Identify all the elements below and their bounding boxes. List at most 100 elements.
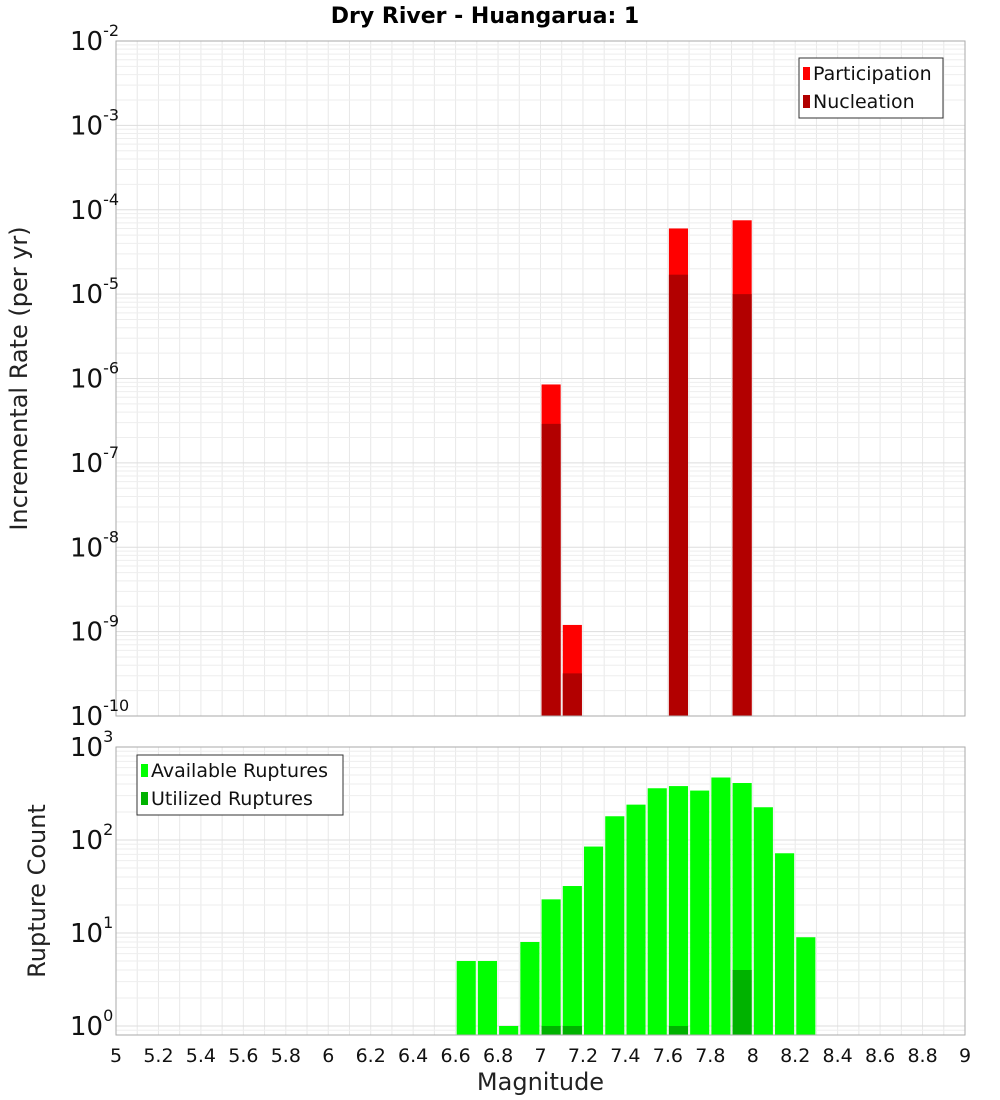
count-bar-available-ruptures — [562, 886, 582, 1035]
legend-swatch — [141, 792, 148, 805]
x-tick-label: 8.2 — [780, 1045, 810, 1067]
rate-panel-y-axis-label: Incremental Rate (per yr) — [5, 226, 33, 530]
y-tick-exponent: 1 — [103, 913, 113, 932]
y-tick-base: 10 — [70, 196, 103, 226]
x-tick-label: 6 — [322, 1045, 334, 1067]
count-bar-available-ruptures — [499, 1025, 519, 1035]
y-tick-label: 101 — [70, 913, 113, 949]
count-bar-utilized-ruptures — [562, 1025, 582, 1035]
y-tick-label: 102 — [70, 820, 113, 856]
count-bar-available-ruptures — [456, 960, 476, 1035]
x-tick-label: 8.6 — [865, 1045, 895, 1067]
count-bar-available-ruptures — [605, 816, 625, 1035]
y-tick-exponent: -6 — [103, 359, 119, 378]
rate-panel-bars — [541, 220, 752, 717]
x-tick-label: 7 — [534, 1045, 546, 1067]
count-bar-available-ruptures — [796, 937, 816, 1035]
x-tick-label: 5.4 — [186, 1045, 216, 1067]
count-bar-available-ruptures — [668, 786, 689, 1035]
legend-label: Available Ruptures — [151, 760, 328, 782]
rate-bar-nucleation — [562, 673, 582, 716]
legend-swatch — [803, 67, 810, 80]
legend-box — [798, 57, 944, 119]
count-bar-available-ruptures — [477, 960, 497, 1035]
y-tick-base: 10 — [70, 919, 103, 949]
x-tick-label: 5.6 — [228, 1045, 258, 1067]
x-tick-label: 7.8 — [695, 1045, 725, 1067]
count-panel-frame — [115, 746, 966, 1036]
y-tick-base: 10 — [70, 449, 103, 479]
chart-title: Dry River - Huangarua: 1 — [331, 4, 639, 29]
count-bar-available-ruptures — [711, 777, 731, 1035]
y-tick-base: 10 — [70, 280, 103, 310]
count-bar-utilized-ruptures — [541, 1025, 561, 1035]
y-tick-exponent: -3 — [103, 105, 119, 124]
y-tick-exponent: -2 — [103, 21, 119, 40]
count-bar-available-ruptures — [520, 942, 540, 1035]
y-tick-label: 10-9 — [70, 612, 119, 648]
count-bar-available-ruptures — [753, 807, 773, 1035]
y-tick-label: 100 — [70, 1006, 113, 1042]
legend-label: Utilized Ruptures — [151, 788, 313, 810]
x-tick-label: 7.2 — [568, 1045, 598, 1067]
x-axis-label: Magnitude — [477, 1068, 604, 1096]
rate-bar-nucleation — [541, 423, 561, 716]
count-panel-y-axis-label: Rupture Count — [23, 804, 51, 978]
y-tick-base: 10 — [70, 1012, 103, 1042]
y-tick-base: 10 — [70, 111, 103, 141]
legend-swatch — [141, 764, 148, 777]
y-tick-base: 10 — [70, 533, 103, 563]
y-tick-label: 10-2 — [70, 21, 119, 57]
y-tick-exponent: -5 — [103, 274, 119, 293]
rate-bar-nucleation — [732, 294, 752, 716]
x-tick-label: 5 — [110, 1045, 122, 1067]
y-tick-label: 10-3 — [70, 105, 119, 141]
count-panel-legend: Available Ruptures Utilized Ruptures — [136, 754, 344, 816]
y-tick-base: 10 — [70, 27, 103, 57]
y-tick-label: 10-5 — [70, 274, 119, 310]
legend-swatch — [803, 95, 810, 108]
count-bar-utilized-ruptures — [732, 969, 752, 1035]
rate-bar-nucleation — [668, 274, 689, 716]
y-tick-label: 103 — [70, 727, 113, 763]
count-bar-available-ruptures — [584, 846, 604, 1035]
y-tick-label: 10-7 — [70, 443, 119, 479]
count-bar-utilized-ruptures — [668, 1025, 689, 1035]
y-tick-exponent: -4 — [103, 190, 119, 209]
y-tick-exponent: -9 — [103, 612, 119, 631]
y-tick-exponent: 2 — [103, 820, 113, 839]
legend-label: Participation — [813, 63, 932, 85]
x-tick-label: 5.2 — [143, 1045, 173, 1067]
x-tick-label: 9 — [959, 1045, 971, 1067]
y-tick-exponent: 3 — [103, 727, 113, 746]
count-bar-available-ruptures — [775, 853, 795, 1035]
y-tick-exponent: -7 — [103, 443, 119, 462]
rate-panel-frame — [115, 40, 966, 717]
x-tick-label: 6.8 — [483, 1045, 513, 1067]
x-tick-label: 6.2 — [356, 1045, 386, 1067]
x-tick-label: 6.6 — [440, 1045, 470, 1067]
y-tick-base: 10 — [70, 702, 103, 732]
rate-panel-grid — [115, 41, 966, 717]
y-tick-exponent: -10 — [103, 696, 129, 715]
y-tick-base: 10 — [70, 365, 103, 395]
count-bar-available-ruptures — [541, 899, 561, 1035]
legend-box — [136, 754, 344, 816]
x-tick-label: 8.8 — [907, 1045, 937, 1067]
x-axis-ticks: 5 5.2 5.4 5.6 5.8 6 6.2 6.4 6.6 6.8 7 7.2 7.4 7.6 7.8 8… — [110, 1045, 971, 1067]
x-tick-label: 8 — [747, 1045, 759, 1067]
legend-label: Nucleation — [813, 91, 915, 113]
y-tick-label: 10-10 — [70, 696, 129, 732]
y-tick-base: 10 — [70, 618, 103, 648]
y-tick-label: 10-4 — [70, 190, 119, 226]
y-tick-label: 10-8 — [70, 527, 119, 563]
count-bar-available-ruptures — [690, 790, 710, 1035]
x-tick-label: 7.4 — [610, 1045, 640, 1067]
y-tick-base: 10 — [70, 826, 103, 856]
y-tick-exponent: -8 — [103, 527, 119, 546]
count-bar-available-ruptures — [626, 804, 646, 1035]
